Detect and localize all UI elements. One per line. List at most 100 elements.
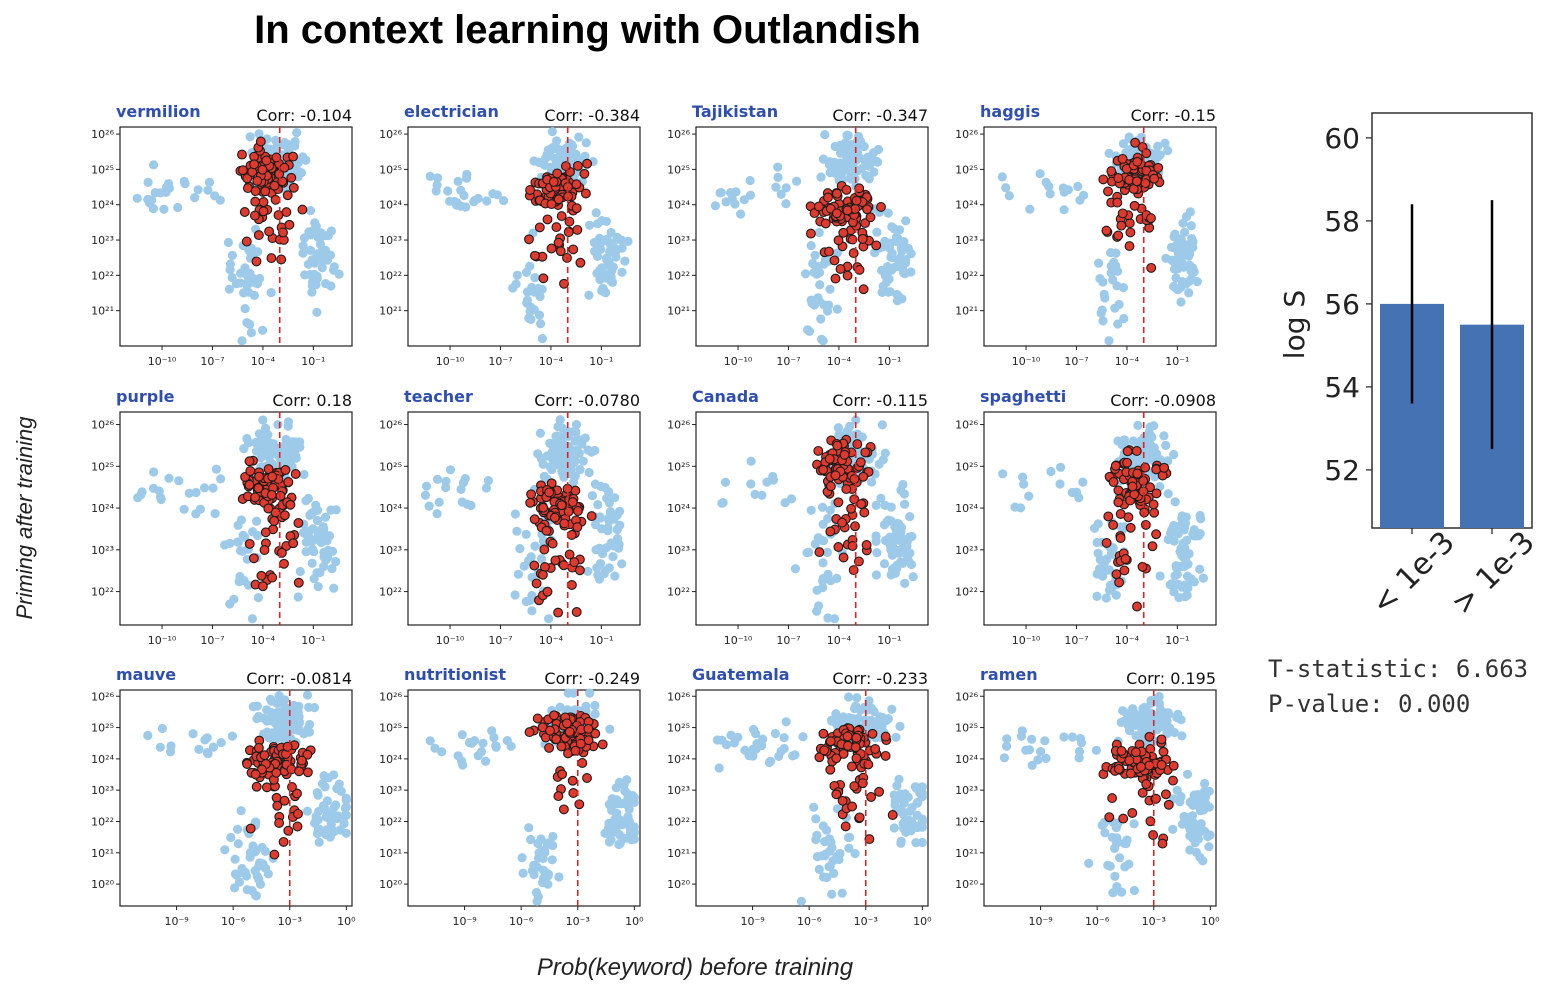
keyword-point: [249, 159, 260, 170]
background-point: [534, 310, 545, 320]
background-point: [817, 334, 827, 344]
background-point: [1182, 535, 1192, 546]
background-point: [298, 241, 308, 251]
background-point: [1091, 745, 1101, 755]
background-point: [478, 738, 488, 748]
background-point: [1025, 204, 1035, 214]
background-point: [317, 779, 327, 789]
keyword-point: [559, 518, 570, 529]
background-point: [491, 742, 501, 752]
background-point: [1120, 862, 1130, 872]
background-point: [900, 578, 910, 589]
background-point: [1159, 431, 1169, 441]
background-point: [165, 747, 176, 757]
background-point: [886, 502, 896, 512]
background-point: [831, 709, 841, 719]
keyword-point: [847, 541, 858, 551]
keyword-point: [524, 727, 535, 738]
panel-keyword-label: teacher: [404, 387, 473, 406]
background-point: [555, 702, 565, 712]
background-point: [614, 777, 625, 788]
background-point: [1067, 732, 1078, 742]
keyword-point: [569, 557, 580, 568]
keyword-point: [549, 512, 560, 523]
keyword-point: [851, 732, 862, 743]
background-point: [842, 427, 852, 437]
y-tick-label: 10²⁵: [379, 722, 402, 735]
keyword-point: [841, 184, 852, 195]
background-point: [200, 735, 210, 745]
background-point: [489, 732, 499, 743]
background-point: [1185, 845, 1195, 855]
background-point: [801, 269, 811, 279]
keyword-point: [267, 471, 278, 482]
scatter-panel-guatemala: 10²⁰ 10²¹ 10²² 10²³ 10²⁴ 10²⁵ 10²⁶ 10⁻⁹ 10⁻⁶ 10⁻³…: [667, 665, 932, 928]
x-tick-label: 10⁻¹: [1165, 355, 1189, 368]
keyword-point: [572, 160, 583, 171]
background-point: [1107, 549, 1117, 559]
background-point: [1149, 149, 1160, 159]
background-point: [265, 694, 276, 704]
background-point: [522, 295, 533, 305]
background-point: [776, 189, 786, 199]
background-point: [1190, 838, 1200, 848]
background-point: [1164, 709, 1174, 719]
background-point: [481, 756, 491, 766]
keyword-point: [1125, 227, 1136, 238]
background-point: [597, 524, 607, 534]
keyword-point: [567, 497, 578, 508]
background-point: [1002, 741, 1012, 751]
keyword-point: [574, 799, 585, 810]
background-point: [329, 583, 339, 593]
background-point: [1176, 297, 1186, 307]
y-tick-label: 10²³: [667, 234, 690, 247]
background-point: [272, 713, 282, 723]
keyword-point: [547, 538, 558, 549]
x-tick-label: 10⁻¹⁰: [148, 355, 177, 368]
background-point: [790, 750, 800, 760]
background-point: [1108, 275, 1118, 285]
background-point: [195, 504, 205, 514]
background-point: [883, 266, 894, 276]
background-point: [1172, 713, 1182, 723]
keyword-point: [244, 456, 255, 467]
keyword-point: [286, 172, 297, 183]
keyword-point: [563, 506, 574, 517]
keyword-point: [1136, 761, 1146, 772]
background-point: [811, 814, 821, 824]
panel-corr-label: Corr: -0.384: [544, 106, 640, 125]
keyword-point: [288, 182, 299, 193]
background-point: [512, 526, 522, 536]
keyword-point: [269, 180, 280, 191]
background-point: [1176, 791, 1186, 802]
y-tick-label: 10²²: [955, 586, 978, 599]
background-point: [1198, 573, 1208, 583]
background-point: [864, 154, 874, 164]
background-point: [341, 802, 351, 812]
background-point: [583, 445, 593, 455]
background-point: [243, 287, 254, 297]
bar-y-tick-label: 54: [1324, 371, 1360, 404]
y-tick-label: 10²⁵: [379, 163, 402, 176]
x-tick-label: 10⁻⁴: [827, 634, 852, 647]
bar-y-tick-label: 58: [1324, 205, 1360, 238]
background-point: [628, 791, 638, 801]
y-tick-label: 10²¹: [955, 847, 978, 860]
background-point: [891, 232, 902, 242]
background-point: [306, 508, 316, 519]
background-point: [1119, 524, 1129, 534]
background-point: [230, 869, 240, 879]
background-point: [208, 742, 218, 752]
background-point: [223, 237, 233, 248]
keyword-point: [260, 527, 271, 538]
keyword-point: [820, 218, 831, 229]
background-point: [812, 585, 822, 595]
keyword-point: [256, 570, 267, 581]
background-point: [867, 477, 877, 487]
background-point: [1129, 885, 1139, 896]
background-point: [547, 127, 558, 137]
background-point: [780, 498, 790, 508]
background-point: [1185, 797, 1195, 807]
background-point: [431, 186, 441, 196]
background-point: [859, 702, 870, 713]
